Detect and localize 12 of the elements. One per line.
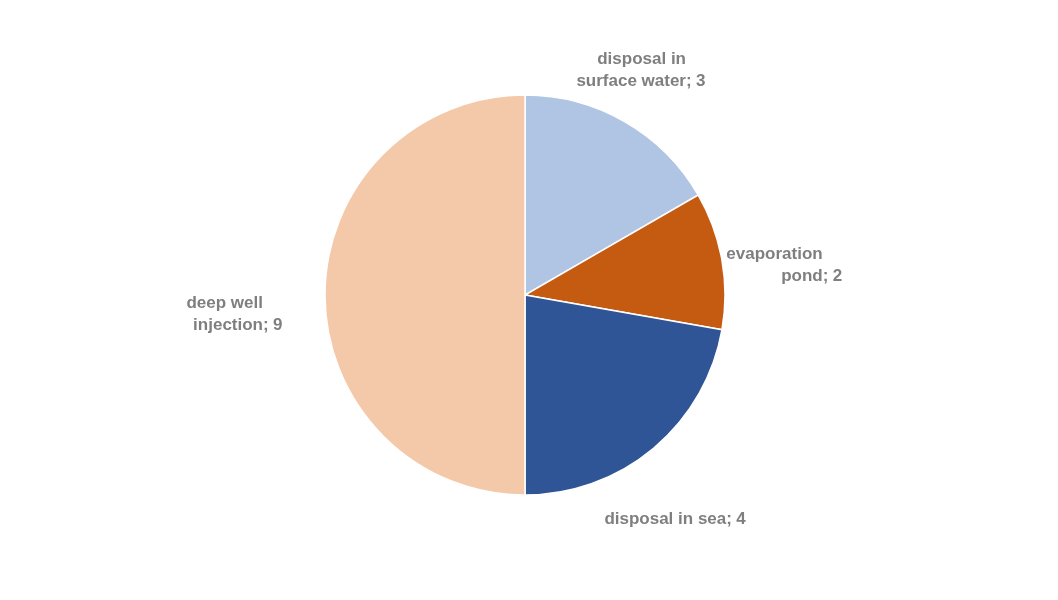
data-label: 9 — [273, 315, 283, 334]
data-label: 2 — [832, 266, 843, 286]
text: ; — [822, 266, 829, 286]
text: ; — [263, 315, 269, 334]
text: ; — [686, 70, 692, 90]
slice-label: disposal in surface water — [576, 48, 687, 90]
data-label: 4 — [736, 509, 747, 529]
slice-label: evaporation pond — [726, 244, 823, 286]
text: ; — [726, 509, 732, 529]
slice-label: deep well injection — [186, 293, 263, 334]
data-label: 3 — [696, 70, 706, 90]
slice-label: disposal in sea — [604, 509, 727, 529]
